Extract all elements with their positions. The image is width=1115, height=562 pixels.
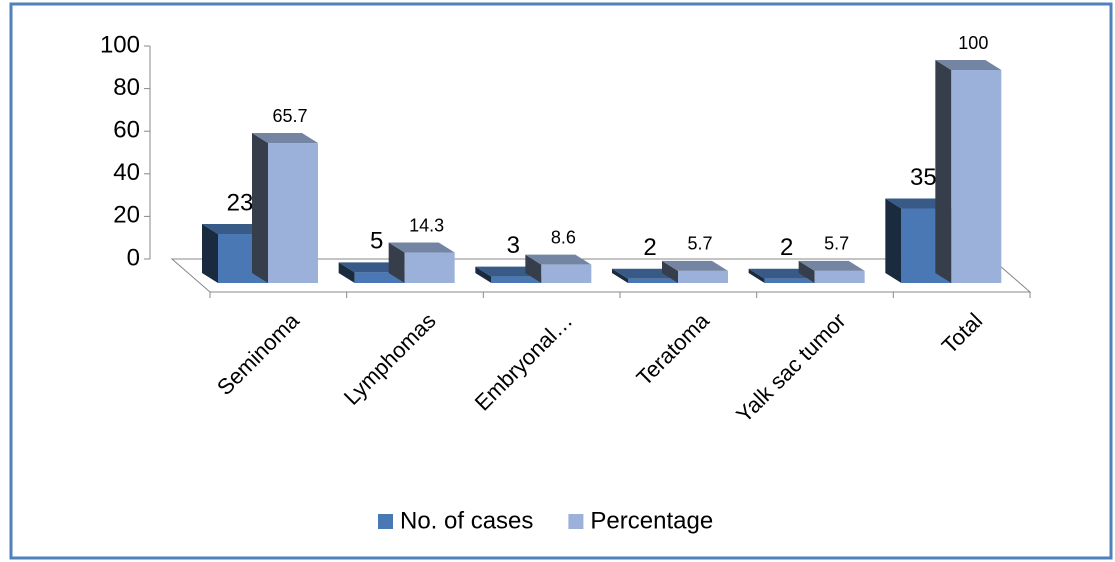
y-tick-label: 100 (100, 31, 140, 58)
bar-side (935, 60, 952, 283)
legend-label: Percentage (590, 507, 713, 534)
bar-side (885, 198, 902, 283)
bar-top (885, 198, 952, 209)
data-label: 14.3 (409, 215, 444, 235)
bar-top (748, 268, 815, 279)
data-label: 5.7 (687, 234, 712, 254)
bar-front (404, 252, 455, 283)
bar-side (662, 260, 678, 283)
bar-top (935, 60, 1002, 70)
data-label: 8.6 (551, 227, 576, 247)
bar-front (951, 70, 1002, 283)
bar (798, 260, 865, 283)
y-tick-label: 80 (113, 74, 140, 101)
bar-top (388, 242, 455, 253)
bar-front (764, 278, 815, 283)
bar-top (662, 260, 728, 271)
bar (662, 260, 728, 283)
bar (612, 268, 678, 283)
bar-front (268, 143, 318, 283)
bar-front (814, 270, 865, 283)
data-label: 23 (227, 189, 254, 216)
bar-front (354, 272, 405, 283)
bar-side (388, 242, 405, 283)
legend-swatch (568, 514, 584, 529)
bar-side (475, 266, 492, 283)
y-tick-label: 20 (113, 202, 140, 229)
bar-side (338, 262, 355, 283)
bar (475, 266, 542, 283)
bar (388, 242, 455, 283)
bar-top (338, 262, 405, 273)
bar-top (798, 260, 865, 271)
bar (748, 268, 815, 283)
data-label: 2 (643, 234, 656, 261)
bar-side (798, 260, 815, 283)
bar-side (525, 254, 542, 283)
bar (338, 262, 405, 283)
bar-top (202, 224, 268, 235)
bar-side (202, 224, 218, 283)
bar (525, 254, 592, 283)
data-label: 65.7 (272, 106, 307, 126)
bar-side (612, 268, 628, 283)
bar-side (252, 133, 268, 283)
data-label: 2 (780, 234, 793, 261)
bar-top (475, 266, 542, 277)
legend-swatch (378, 514, 393, 529)
bar-top (525, 254, 592, 265)
bar-front (491, 276, 542, 283)
bar (252, 133, 318, 283)
bar-front (678, 270, 728, 283)
legend-label: No. of cases (400, 507, 533, 534)
bar-side (748, 268, 765, 283)
data-label: 5.7 (824, 234, 849, 254)
data-label: 5 (370, 228, 383, 255)
y-tick-label: 40 (113, 159, 140, 186)
data-label: 100 (958, 33, 988, 53)
y-tick-label: 0 (127, 244, 140, 271)
bar-front (628, 278, 678, 283)
data-label: 3 (507, 232, 520, 259)
bar (935, 60, 1002, 283)
bar-top (252, 133, 318, 144)
y-tick-label: 60 (113, 117, 140, 144)
bar-front (541, 264, 592, 283)
bar-top (612, 268, 678, 279)
data-label: 35 (910, 164, 937, 191)
